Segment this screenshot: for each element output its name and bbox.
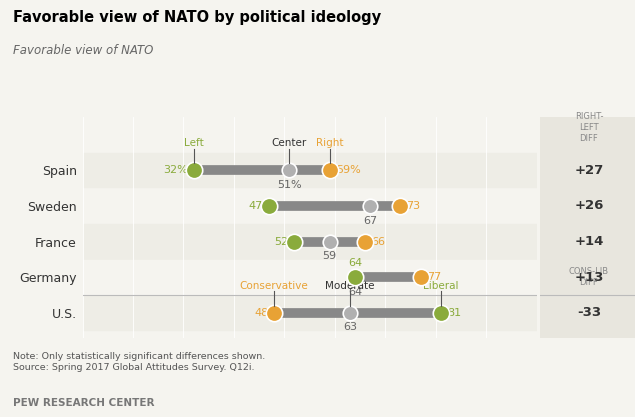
Text: PEW RESEARCH CENTER: PEW RESEARCH CENTER (13, 398, 154, 408)
Text: 63: 63 (343, 322, 357, 332)
Text: 66: 66 (371, 236, 385, 246)
Text: +14: +14 (574, 235, 604, 248)
Text: 48: 48 (254, 308, 268, 318)
Text: 64: 64 (348, 258, 362, 268)
Bar (83, 224, 537, 259)
Text: Liberal: Liberal (423, 281, 458, 291)
Text: 77: 77 (427, 272, 441, 282)
Point (360, 238, 370, 245)
Text: Left: Left (184, 138, 203, 148)
Text: 32%: 32% (163, 165, 187, 175)
Text: +27: +27 (574, 164, 604, 177)
Text: 64: 64 (348, 287, 362, 297)
Point (415, 274, 425, 281)
Point (324, 167, 335, 173)
Text: Center: Center (272, 138, 307, 148)
Text: CONS-LIB
DIFF: CONS-LIB DIFF (569, 267, 609, 287)
Text: 47: 47 (249, 201, 263, 211)
Point (290, 238, 300, 245)
Point (189, 167, 199, 173)
Point (345, 309, 355, 316)
Text: +26: +26 (574, 199, 604, 212)
Point (365, 203, 375, 209)
Text: Note: Only statistically significant differences shown.
Source: Spring 2017 Glob: Note: Only statistically significant dif… (13, 352, 265, 372)
Text: 59%: 59% (336, 165, 361, 175)
Point (395, 203, 405, 209)
Bar (83, 260, 537, 294)
Text: Right: Right (316, 138, 344, 148)
Text: Conservative: Conservative (240, 281, 309, 291)
Text: RIGHT-
LEFT
DIFF: RIGHT- LEFT DIFF (575, 112, 603, 143)
Point (350, 274, 360, 281)
Text: 73: 73 (406, 201, 420, 211)
Point (436, 309, 446, 316)
Text: Favorable view of NATO: Favorable view of NATO (13, 44, 153, 57)
Text: +13: +13 (574, 271, 604, 284)
Point (269, 309, 279, 316)
Bar (83, 189, 537, 223)
Text: 59: 59 (323, 251, 337, 261)
Text: Moderate: Moderate (325, 281, 375, 291)
Point (324, 238, 335, 245)
Text: 81: 81 (447, 308, 461, 318)
Bar (83, 296, 537, 330)
Text: 51%: 51% (277, 180, 302, 190)
Text: -33: -33 (577, 306, 601, 319)
Point (264, 203, 274, 209)
Text: 67: 67 (363, 216, 377, 226)
Text: Favorable view of NATO by political ideology: Favorable view of NATO by political ideo… (13, 10, 381, 25)
Point (350, 274, 360, 281)
Point (284, 167, 295, 173)
Text: 52: 52 (274, 236, 288, 246)
Bar (83, 153, 537, 187)
